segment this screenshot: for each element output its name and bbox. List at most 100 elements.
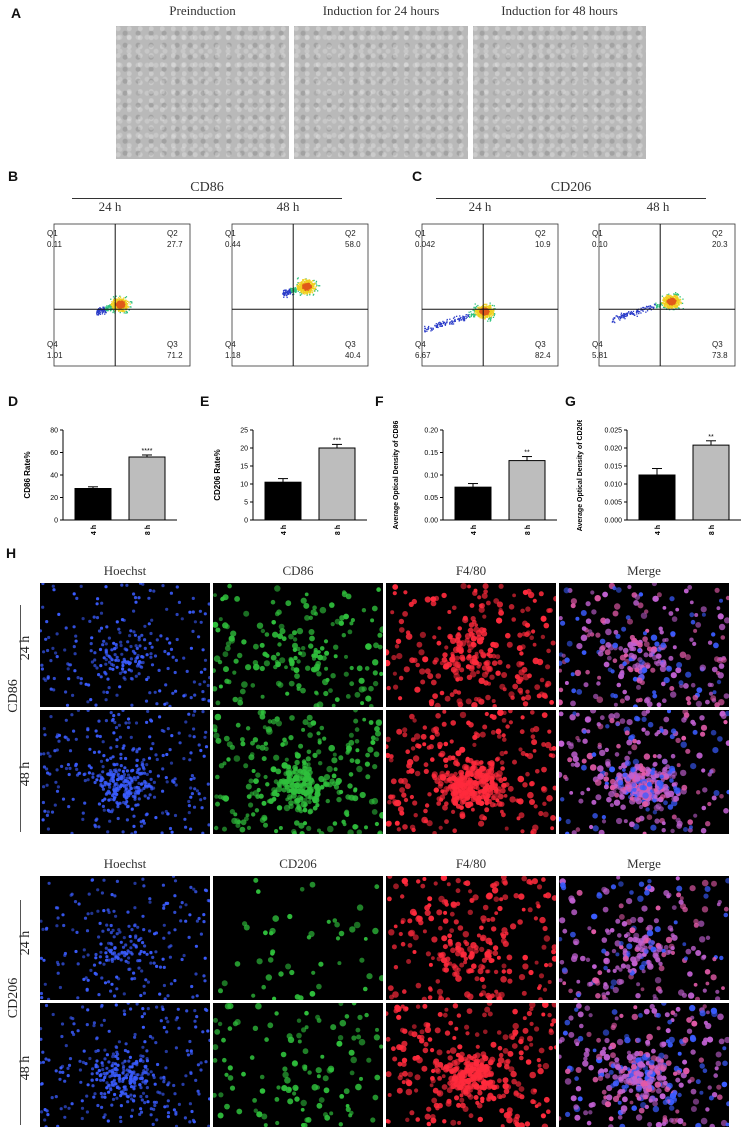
cell: [443, 741, 449, 747]
cell: [193, 693, 197, 697]
flow-event: [301, 293, 303, 295]
flow-event: [632, 310, 635, 313]
cell: [227, 583, 232, 589]
cell: [113, 720, 117, 725]
flow-event: [668, 294, 670, 297]
cell: [312, 752, 318, 758]
cell: [349, 621, 354, 626]
cell: [92, 750, 97, 754]
cell: [134, 674, 138, 678]
flow-event: [489, 304, 491, 306]
cell: [487, 681, 491, 686]
flow-event: [449, 323, 451, 325]
cell: [587, 629, 593, 635]
cell: [465, 664, 471, 670]
flow-event: [444, 324, 446, 326]
flow-event: [299, 289, 301, 291]
h-col-cd86: CD86: [282, 563, 314, 578]
flow-event: [489, 315, 491, 317]
flow-event: [121, 298, 124, 300]
flow-event: [122, 307, 124, 309]
cell: [718, 623, 726, 631]
flow-event: [484, 307, 486, 309]
cell: [148, 770, 152, 774]
cell: [91, 772, 95, 776]
cell: [93, 664, 97, 668]
flow-event: [668, 298, 670, 300]
cell: [374, 821, 379, 827]
cell: [306, 825, 312, 831]
cell: [145, 653, 149, 657]
q4-label: Q4: [592, 340, 603, 349]
cell: [124, 756, 128, 761]
flow-event: [458, 320, 460, 322]
cell: [549, 700, 554, 705]
flow-event: [474, 307, 477, 309]
cell: [316, 749, 322, 755]
flow-event: [478, 315, 480, 317]
cell: [45, 783, 49, 787]
bar-chart-e: CD206 Rate% 0 5 10 15 20 25 24 h 48 h ***: [208, 420, 368, 539]
flow-event: [617, 316, 619, 318]
cell: [429, 701, 434, 707]
cell: [150, 663, 155, 667]
cell: [187, 804, 191, 808]
cell: [274, 585, 281, 592]
flow-title-rule-cd86: [72, 198, 342, 199]
cell: [118, 671, 122, 675]
flow-event: [449, 322, 451, 324]
cell: [396, 653, 403, 660]
cell: [108, 809, 112, 814]
cell: [522, 701, 529, 707]
cell: [161, 767, 165, 771]
cell: [122, 772, 126, 777]
flow-event: [458, 317, 460, 320]
flow-event: [312, 294, 314, 296]
cell: [256, 622, 264, 629]
cell: [234, 596, 240, 602]
flow-event: [126, 305, 128, 307]
flow-event: [674, 304, 676, 307]
cell: [189, 696, 193, 700]
flow-event: [665, 305, 667, 307]
cell: [79, 681, 83, 685]
flow-plot-cd206-48h: Q1 0.10 Q2 20.3 Q3 73.8 Q4 5.81: [585, 216, 740, 386]
cell: [241, 681, 248, 688]
cell: [99, 675, 103, 679]
cell: [419, 631, 426, 638]
flow-event: [678, 307, 680, 309]
cell: [115, 792, 119, 796]
flow-event: [428, 325, 430, 328]
cell: [317, 740, 322, 745]
flow-event: [115, 300, 118, 302]
cell: [521, 631, 527, 637]
cell: [590, 590, 595, 595]
cell: [97, 750, 101, 754]
cell: [490, 641, 496, 648]
cell: [170, 734, 174, 738]
flow-event: [300, 288, 302, 290]
flow-event: [472, 314, 474, 316]
flow-event: [484, 317, 486, 319]
cell: [545, 664, 551, 670]
flow-event: [619, 319, 621, 321]
cell: [83, 772, 87, 776]
cell: [705, 699, 710, 705]
cell: [478, 603, 483, 608]
cell: [158, 689, 162, 693]
cell: [439, 690, 445, 696]
cell: [720, 635, 726, 640]
cell: [192, 805, 197, 809]
cell: [125, 818, 129, 822]
cell: [613, 702, 618, 707]
flow-event: [302, 280, 304, 282]
flow-event: [677, 294, 680, 296]
cell: [358, 677, 365, 684]
flow-event: [309, 294, 311, 296]
flow-event: [665, 304, 667, 306]
cell: [530, 828, 537, 834]
cell: [597, 650, 604, 657]
cell: [300, 687, 306, 694]
cell: [197, 792, 201, 796]
flow-event: [125, 302, 128, 304]
